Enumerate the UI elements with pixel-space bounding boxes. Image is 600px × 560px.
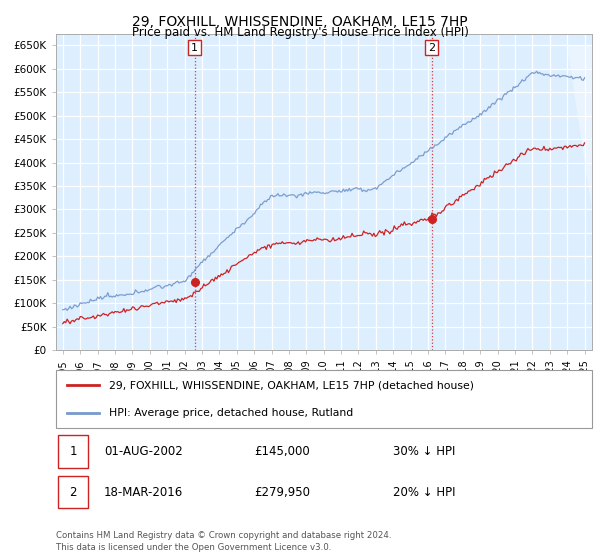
Text: 2: 2 — [70, 486, 77, 498]
Text: £145,000: £145,000 — [254, 445, 310, 458]
Text: 01-AUG-2002: 01-AUG-2002 — [104, 445, 183, 458]
Text: 30% ↓ HPI: 30% ↓ HPI — [394, 445, 456, 458]
Text: Price paid vs. HM Land Registry's House Price Index (HPI): Price paid vs. HM Land Registry's House … — [131, 26, 469, 39]
FancyBboxPatch shape — [56, 370, 592, 428]
Text: 1: 1 — [191, 43, 198, 53]
Text: 20% ↓ HPI: 20% ↓ HPI — [394, 486, 456, 498]
FancyBboxPatch shape — [58, 476, 88, 508]
Text: 2: 2 — [428, 43, 435, 53]
Text: 29, FOXHILL, WHISSENDINE, OAKHAM, LE15 7HP (detached house): 29, FOXHILL, WHISSENDINE, OAKHAM, LE15 7… — [109, 380, 475, 390]
Text: 29, FOXHILL, WHISSENDINE, OAKHAM, LE15 7HP: 29, FOXHILL, WHISSENDINE, OAKHAM, LE15 7… — [132, 15, 468, 29]
Text: £279,950: £279,950 — [254, 486, 310, 498]
Text: This data is licensed under the Open Government Licence v3.0.: This data is licensed under the Open Gov… — [56, 543, 331, 552]
Text: 1: 1 — [70, 445, 77, 458]
FancyBboxPatch shape — [58, 435, 88, 468]
Text: HPI: Average price, detached house, Rutland: HPI: Average price, detached house, Rutl… — [109, 408, 353, 418]
Polygon shape — [567, 45, 592, 209]
Text: Contains HM Land Registry data © Crown copyright and database right 2024.: Contains HM Land Registry data © Crown c… — [56, 531, 391, 540]
Text: 18-MAR-2016: 18-MAR-2016 — [104, 486, 183, 498]
